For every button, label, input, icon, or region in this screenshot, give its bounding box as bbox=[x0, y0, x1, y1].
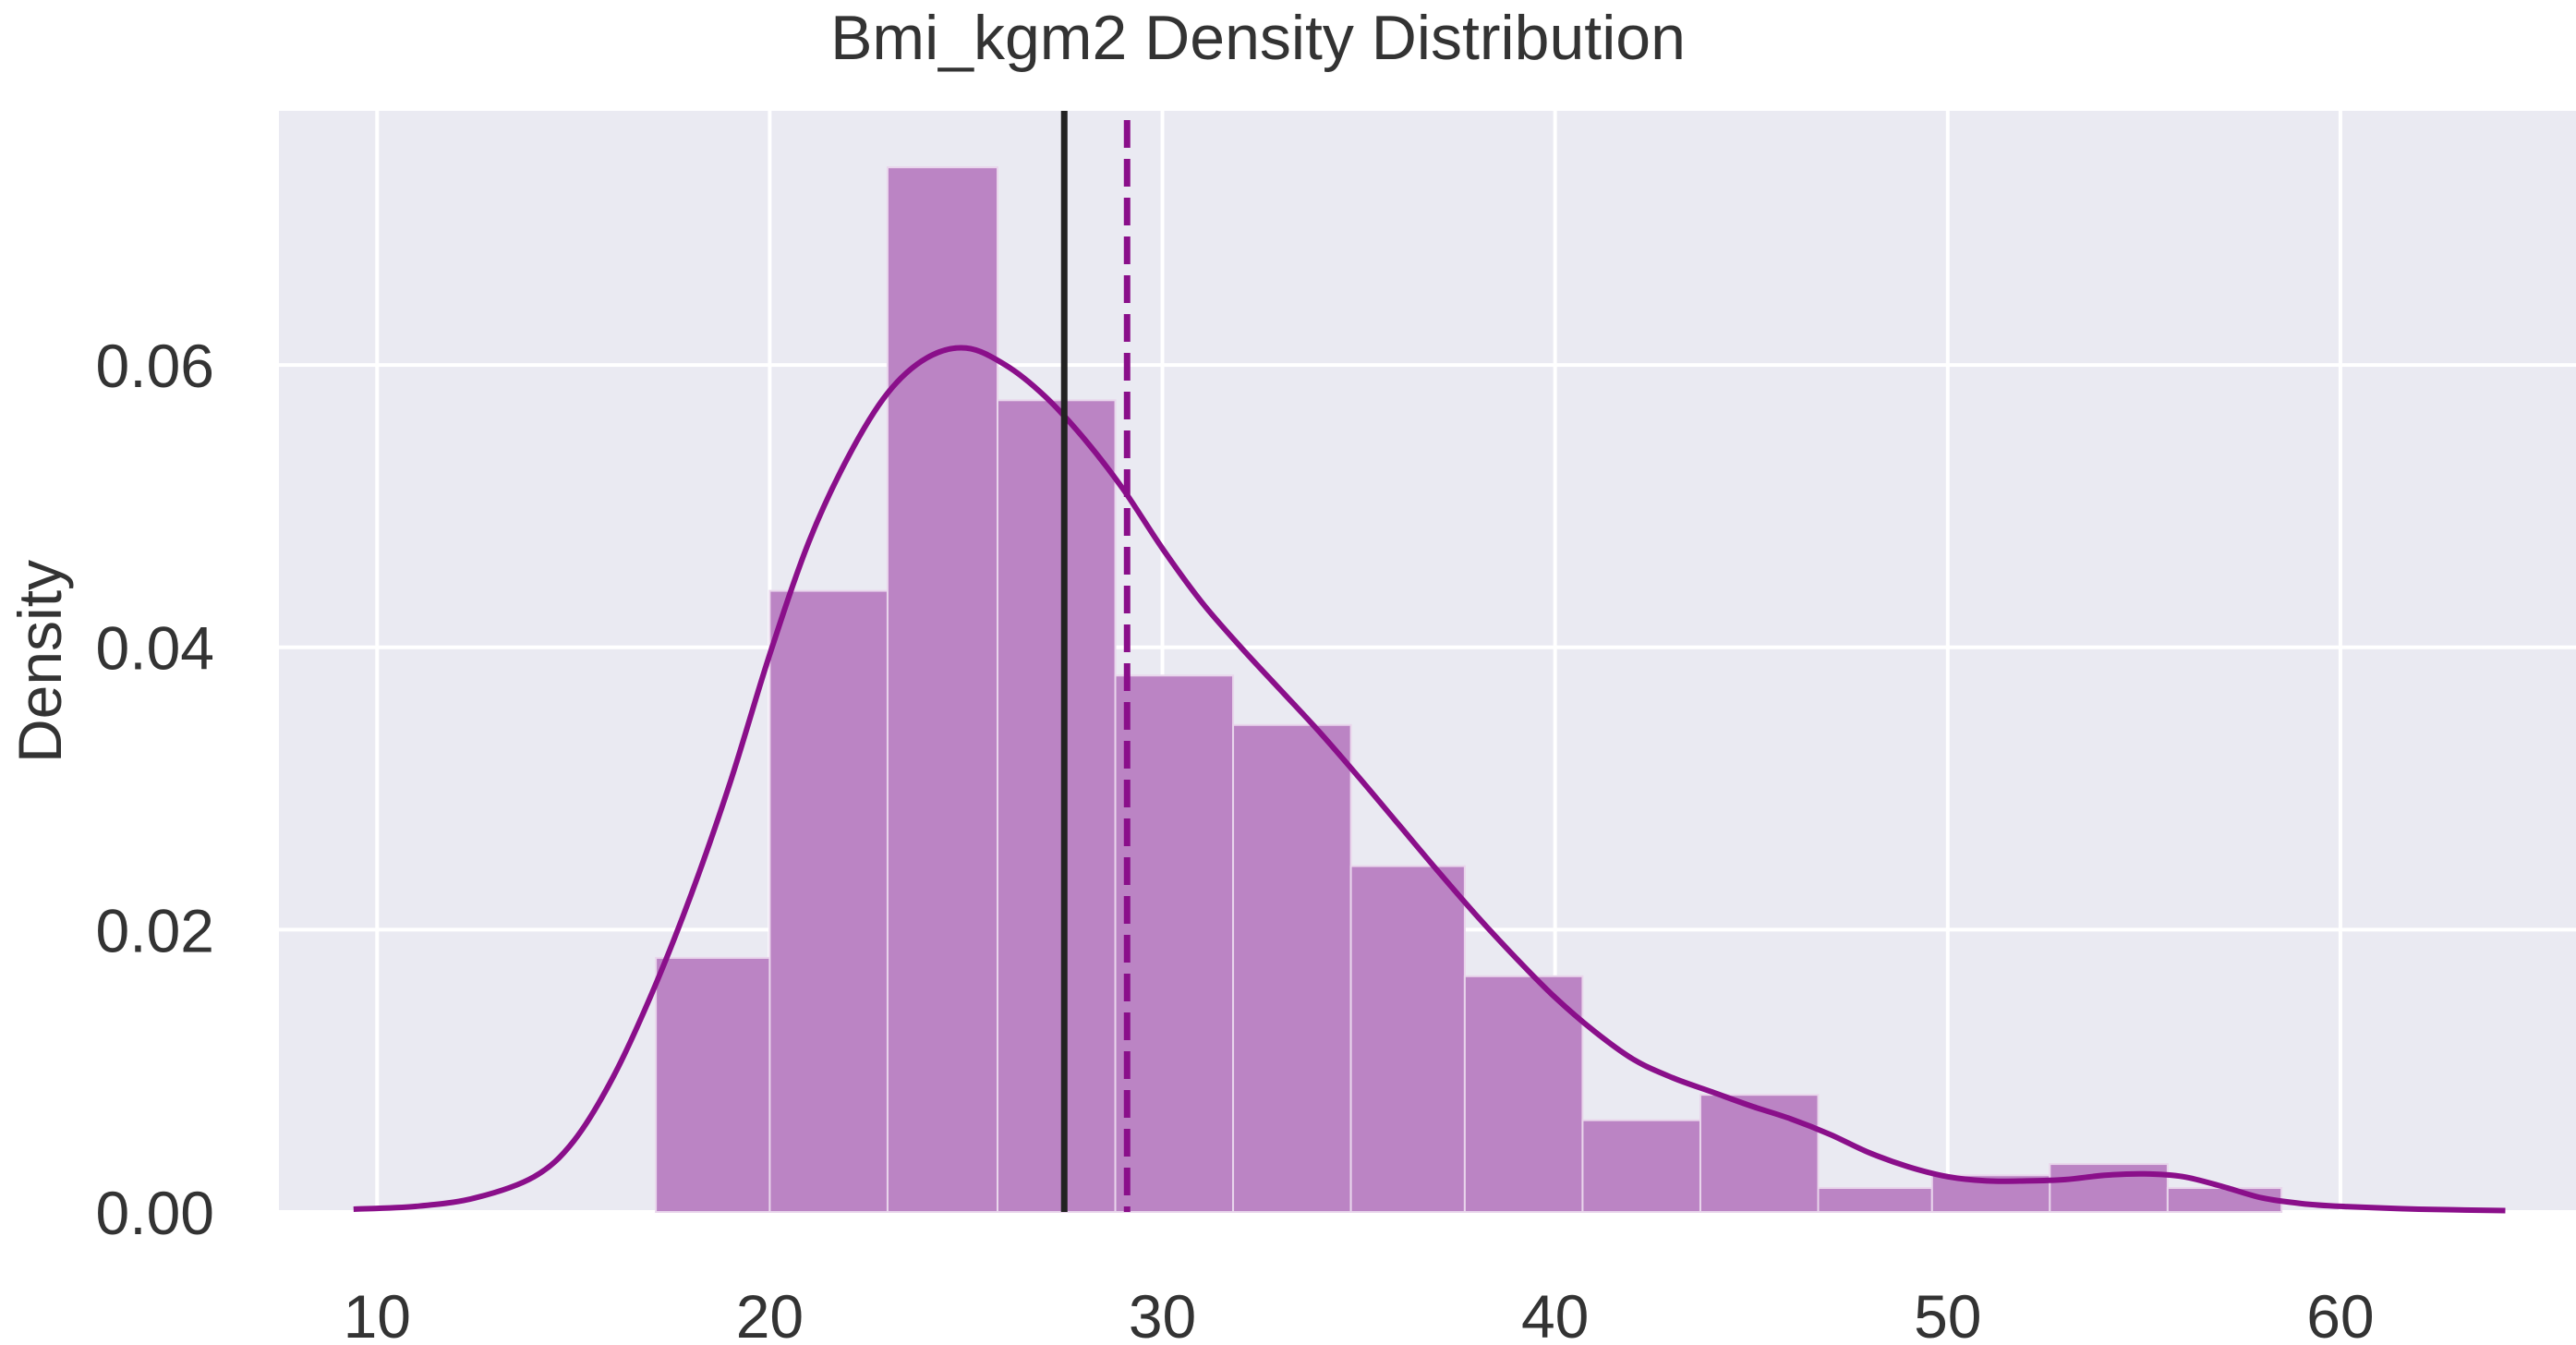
x-tick-label: 40 bbox=[1521, 1282, 1589, 1345]
histogram-bar bbox=[996, 399, 1117, 1213]
y-tick-label: 0.04 bbox=[96, 614, 214, 683]
x-tick-label: 50 bbox=[1914, 1282, 1981, 1345]
histogram-bar bbox=[2049, 1163, 2169, 1213]
histogram-bar bbox=[1232, 723, 1352, 1213]
chart-title: Bmi_kgm2 Density Distribution bbox=[830, 3, 1686, 73]
histogram-bar bbox=[1114, 674, 1235, 1213]
histogram-bar bbox=[1463, 975, 1584, 1214]
y-tick-label: 0.00 bbox=[96, 1179, 214, 1247]
x-tick-label: 30 bbox=[1129, 1282, 1196, 1345]
x-tick-label: 60 bbox=[2306, 1282, 2374, 1345]
histogram-bar bbox=[1349, 865, 1466, 1213]
histogram-bar bbox=[1817, 1187, 1933, 1213]
y-axis-label: Density bbox=[6, 560, 74, 763]
y-tick-label: 0.02 bbox=[96, 896, 214, 964]
histogram-bar bbox=[886, 166, 998, 1214]
histogram-bar bbox=[1581, 1119, 1701, 1213]
histogram-bar bbox=[1699, 1094, 1820, 1213]
x-tick-label: 20 bbox=[736, 1282, 804, 1345]
x-tick-label: 10 bbox=[344, 1282, 411, 1345]
kde-curve bbox=[353, 345, 2506, 1214]
histogram-bar bbox=[768, 589, 889, 1213]
histogram-bar bbox=[655, 956, 771, 1214]
y-tick-label: 0.06 bbox=[96, 332, 214, 400]
